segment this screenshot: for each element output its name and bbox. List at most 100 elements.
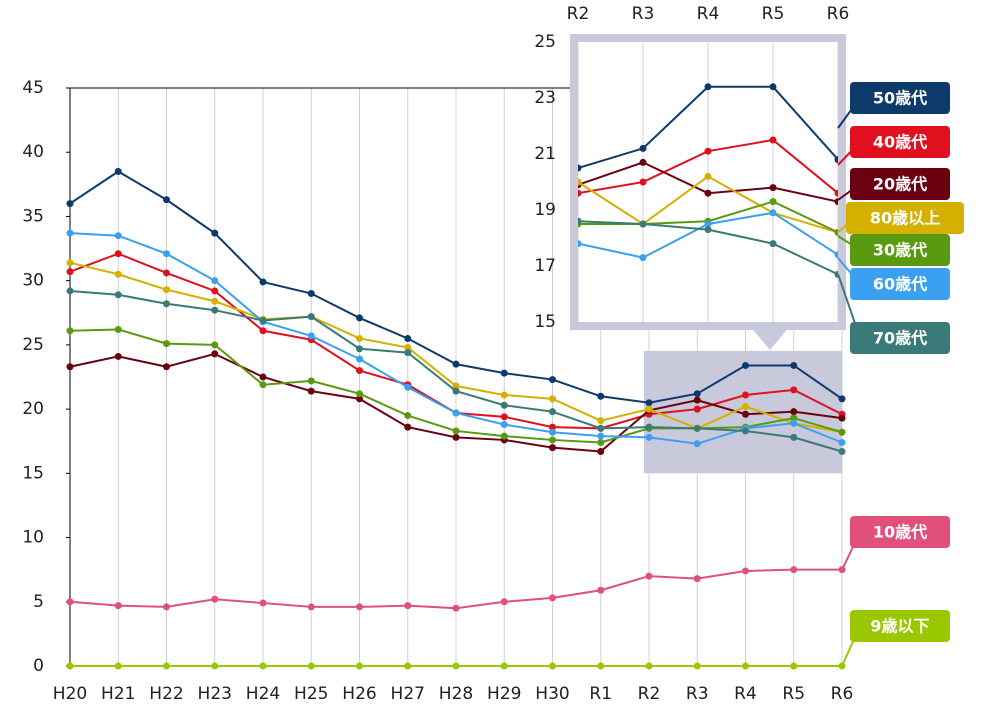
x-tick-label: H29 bbox=[487, 684, 521, 704]
point bbox=[452, 409, 460, 417]
point bbox=[549, 376, 556, 384]
point bbox=[790, 414, 798, 422]
legend-box bbox=[850, 234, 950, 266]
inset-y-label: 23 bbox=[534, 88, 556, 108]
point bbox=[575, 543, 582, 550]
point bbox=[578, 164, 582, 172]
point bbox=[500, 662, 508, 670]
point bbox=[834, 156, 838, 164]
x-tick-label: R1 bbox=[589, 684, 612, 704]
x-tick-label: H21 bbox=[101, 684, 135, 704]
x-tick-label: R5 bbox=[782, 684, 805, 704]
point bbox=[66, 327, 74, 335]
point bbox=[838, 395, 846, 403]
point bbox=[790, 566, 798, 574]
y-tick-label: 40 bbox=[22, 142, 44, 162]
point bbox=[66, 229, 74, 237]
point bbox=[259, 599, 267, 607]
point bbox=[645, 572, 653, 580]
callout-pointer bbox=[750, 326, 790, 350]
point bbox=[742, 427, 749, 435]
point bbox=[639, 220, 647, 228]
point bbox=[66, 363, 74, 371]
point bbox=[500, 421, 508, 429]
point bbox=[356, 314, 363, 322]
legend-box bbox=[850, 322, 950, 354]
point bbox=[693, 396, 701, 404]
legend-label: 80歳以上 bbox=[870, 209, 940, 228]
legend-box bbox=[850, 168, 950, 200]
point bbox=[404, 412, 412, 420]
point bbox=[769, 184, 777, 192]
point bbox=[452, 382, 460, 390]
point bbox=[578, 217, 582, 225]
x-tick-label: H23 bbox=[198, 684, 232, 704]
point bbox=[211, 595, 219, 603]
point bbox=[597, 392, 605, 400]
point bbox=[790, 361, 798, 369]
point bbox=[597, 432, 605, 440]
point bbox=[404, 662, 412, 670]
point bbox=[259, 316, 267, 324]
legend-label: 10歳代 bbox=[873, 523, 927, 542]
point bbox=[742, 361, 749, 369]
point bbox=[259, 278, 267, 286]
point bbox=[549, 662, 556, 670]
point bbox=[114, 250, 122, 258]
inset-x-label: R2 bbox=[567, 4, 590, 24]
point bbox=[404, 383, 412, 391]
x-tick-label: H30 bbox=[535, 684, 569, 704]
point bbox=[834, 189, 838, 197]
point bbox=[259, 373, 267, 381]
point bbox=[597, 447, 605, 455]
point bbox=[66, 259, 74, 267]
point bbox=[66, 287, 74, 295]
point bbox=[356, 603, 363, 611]
point bbox=[211, 662, 219, 670]
inset-x-label: R6 bbox=[827, 4, 850, 24]
point bbox=[114, 325, 122, 333]
point bbox=[834, 198, 838, 206]
point bbox=[770, 529, 777, 536]
y-tick-label: 5 bbox=[33, 592, 44, 612]
point bbox=[404, 602, 412, 610]
point bbox=[769, 209, 777, 217]
point bbox=[742, 662, 749, 670]
inset-plot bbox=[575, 83, 838, 552]
legend-label: 30歳代 bbox=[873, 241, 927, 260]
point bbox=[769, 240, 777, 248]
y-tick-label: 45 bbox=[22, 78, 44, 98]
inset-x-label: R4 bbox=[697, 4, 720, 24]
point bbox=[114, 662, 122, 670]
point bbox=[549, 428, 556, 436]
legend-label: 40歳代 bbox=[873, 133, 927, 152]
point bbox=[578, 178, 582, 186]
point bbox=[452, 387, 460, 395]
point bbox=[790, 419, 798, 427]
point bbox=[597, 424, 605, 432]
point bbox=[549, 408, 556, 416]
point bbox=[838, 439, 846, 447]
point bbox=[790, 386, 798, 394]
point bbox=[404, 343, 412, 351]
point bbox=[114, 291, 122, 299]
inset-y-label: 15 bbox=[534, 312, 556, 332]
point bbox=[639, 158, 647, 166]
legend-box bbox=[850, 516, 950, 548]
point bbox=[693, 405, 701, 413]
legend-box bbox=[850, 610, 950, 642]
inset-x-label: R3 bbox=[632, 4, 655, 24]
point bbox=[66, 598, 74, 606]
y-tick-label: 15 bbox=[22, 463, 44, 483]
point bbox=[742, 567, 749, 575]
point bbox=[163, 300, 170, 308]
point bbox=[356, 390, 363, 398]
inset-line bbox=[578, 532, 838, 552]
point bbox=[769, 136, 777, 144]
point bbox=[114, 167, 122, 175]
point bbox=[259, 662, 267, 670]
point bbox=[356, 367, 363, 375]
point bbox=[597, 417, 605, 425]
point bbox=[452, 604, 460, 612]
point bbox=[834, 270, 838, 278]
